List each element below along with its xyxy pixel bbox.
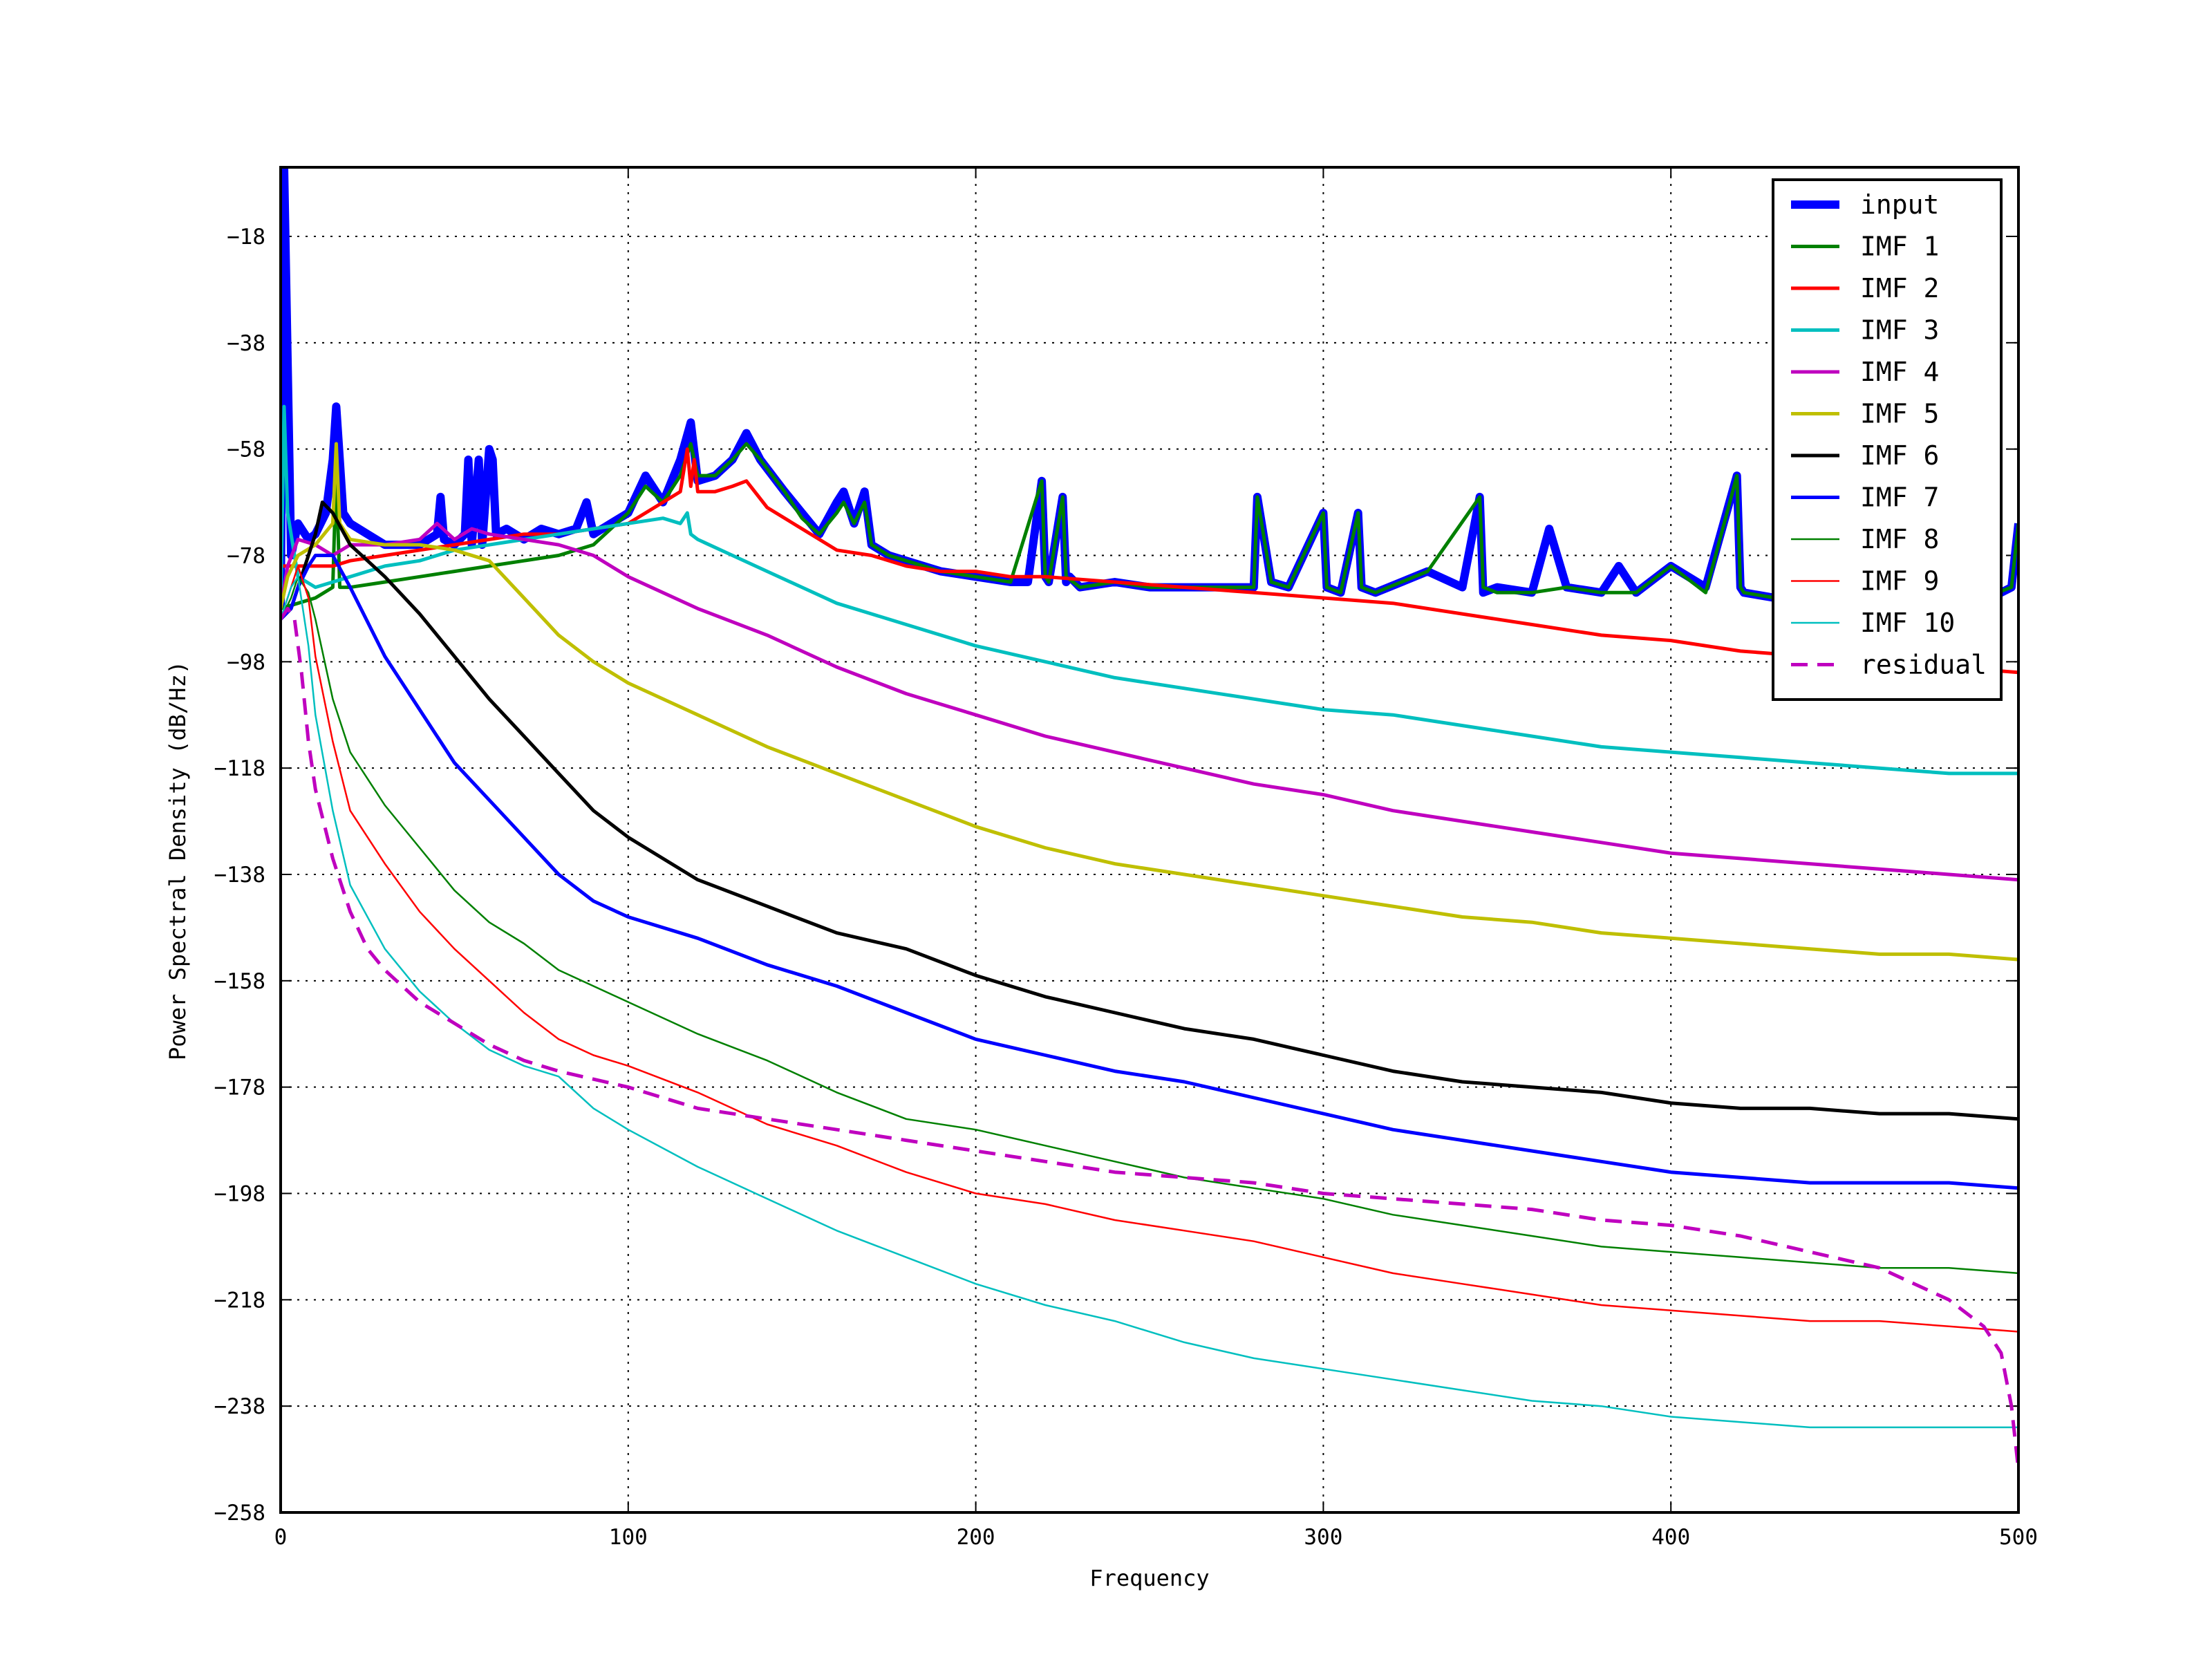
series-line-imf-2 xyxy=(281,447,2018,675)
legend: input IMF 1 IMF 2 IMF 3 IMF 4 IMF 5 IMF 6 IMF 7… xyxy=(1772,178,2003,701)
series-line-imf-9 xyxy=(281,565,2018,1333)
y-tick-label: −258 xyxy=(214,1501,265,1526)
y-tick-label: −178 xyxy=(214,1076,265,1100)
y-tick-label: −158 xyxy=(214,969,265,994)
series-line-imf-5 xyxy=(281,442,2018,962)
legend-label: IMF 8 xyxy=(1860,524,1939,554)
series-line-imf-1 xyxy=(281,442,2018,610)
legend-label: input xyxy=(1860,189,1939,220)
series-line-imf-10 xyxy=(281,576,2018,1429)
legend-box xyxy=(1772,178,2003,701)
legend-label: IMF 5 xyxy=(1860,399,1939,429)
y-axis-label: Power Spectral Density (dB/Hz) xyxy=(165,661,191,1060)
y-tick-label: −98 xyxy=(227,650,265,675)
y-tick-label: −138 xyxy=(214,863,265,888)
series-lines xyxy=(281,167,2018,1470)
legend-label: IMF 9 xyxy=(1860,566,1939,597)
y-tick-label: −78 xyxy=(227,543,265,568)
grid-lines xyxy=(281,167,2018,1512)
tick-labels: 0 100 200 300 400 500 −18 −38 −58 −78 −98 −118 −138 −… xyxy=(214,225,2038,1550)
series-line-imf-6 xyxy=(281,500,2018,1121)
series-line-imf-3 xyxy=(281,404,2018,776)
y-tick-label: −198 xyxy=(214,1181,265,1206)
x-tick-label: 500 xyxy=(1999,1525,2038,1550)
x-tick-label: 0 xyxy=(274,1525,288,1550)
series-line-imf-7 xyxy=(281,554,2018,1190)
series-line-residual xyxy=(281,606,2018,1470)
legend-label: IMF 6 xyxy=(1860,440,1939,471)
legend-label: IMF 3 xyxy=(1860,315,1939,346)
x-tick-label: 100 xyxy=(609,1525,648,1550)
legend-label: IMF 7 xyxy=(1860,482,1939,513)
legend-label: IMF 10 xyxy=(1860,608,1955,638)
legend-label: IMF 4 xyxy=(1860,357,1939,387)
x-axis-label: Frequency xyxy=(1089,1565,1209,1591)
x-tick-label: 200 xyxy=(957,1525,995,1550)
y-tick-label: −238 xyxy=(214,1394,265,1419)
plot-frame xyxy=(279,166,2020,1514)
x-tick-label: 400 xyxy=(1651,1525,1690,1550)
y-tick-label: −58 xyxy=(227,438,265,462)
y-tick-label: −218 xyxy=(214,1288,265,1313)
series-line-imf-8 xyxy=(281,576,2018,1275)
legend-label: residual xyxy=(1860,650,1987,680)
y-tick-label: −18 xyxy=(227,225,265,250)
y-tick-label: −38 xyxy=(227,331,265,356)
legend-label: IMF 1 xyxy=(1860,232,1939,262)
y-tick-label: −118 xyxy=(214,756,265,781)
x-tick-label: 300 xyxy=(1304,1525,1342,1550)
legend-label: IMF 2 xyxy=(1860,273,1939,303)
